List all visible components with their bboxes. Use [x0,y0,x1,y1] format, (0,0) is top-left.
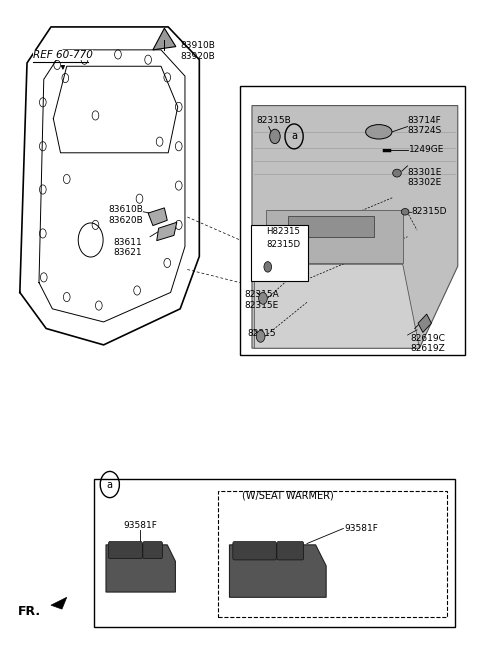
Ellipse shape [393,170,401,177]
Polygon shape [106,545,175,592]
Text: 83910B
83920B: 83910B 83920B [180,41,215,60]
Polygon shape [254,264,420,348]
Circle shape [264,261,272,272]
Text: H82315: H82315 [266,227,300,236]
Text: (W/SEAT WARMER): (W/SEAT WARMER) [242,490,334,500]
Text: REF 60-770: REF 60-770 [33,50,93,60]
FancyBboxPatch shape [108,541,143,558]
Text: 82619C
82619Z: 82619C 82619Z [410,334,445,353]
Text: 93581F: 93581F [123,521,157,530]
Circle shape [256,330,265,342]
FancyBboxPatch shape [233,541,276,560]
Polygon shape [418,314,432,332]
Polygon shape [157,222,177,240]
Ellipse shape [401,208,409,215]
Text: 93581F: 93581F [344,524,378,533]
Polygon shape [153,28,176,50]
FancyBboxPatch shape [143,541,162,558]
Polygon shape [266,210,403,263]
Circle shape [270,129,280,144]
Ellipse shape [366,125,392,139]
Polygon shape [148,208,167,225]
Text: 83610B
83620B: 83610B 83620B [108,205,143,225]
FancyBboxPatch shape [218,491,447,617]
Text: 82315A
82315E: 82315A 82315E [245,290,279,310]
Text: 83301E
83302E: 83301E 83302E [408,168,442,187]
Text: 82315: 82315 [247,328,276,338]
Text: FR.: FR. [17,605,41,618]
FancyBboxPatch shape [251,225,309,281]
Polygon shape [252,106,458,348]
Text: 83714F
83724S: 83714F 83724S [408,116,442,135]
Text: 1249GE: 1249GE [409,145,444,154]
Text: a: a [107,480,113,489]
FancyBboxPatch shape [277,541,304,560]
Circle shape [259,292,267,304]
Polygon shape [51,597,67,609]
Text: a: a [291,131,297,141]
FancyBboxPatch shape [240,86,465,355]
Text: 82315B: 82315B [257,116,291,125]
FancyBboxPatch shape [94,480,456,627]
Text: 83611
83621: 83611 83621 [113,238,142,258]
Polygon shape [288,215,374,237]
Text: 82315D: 82315D [266,240,300,249]
Text: 82315D: 82315D [411,208,447,216]
Polygon shape [229,545,326,597]
